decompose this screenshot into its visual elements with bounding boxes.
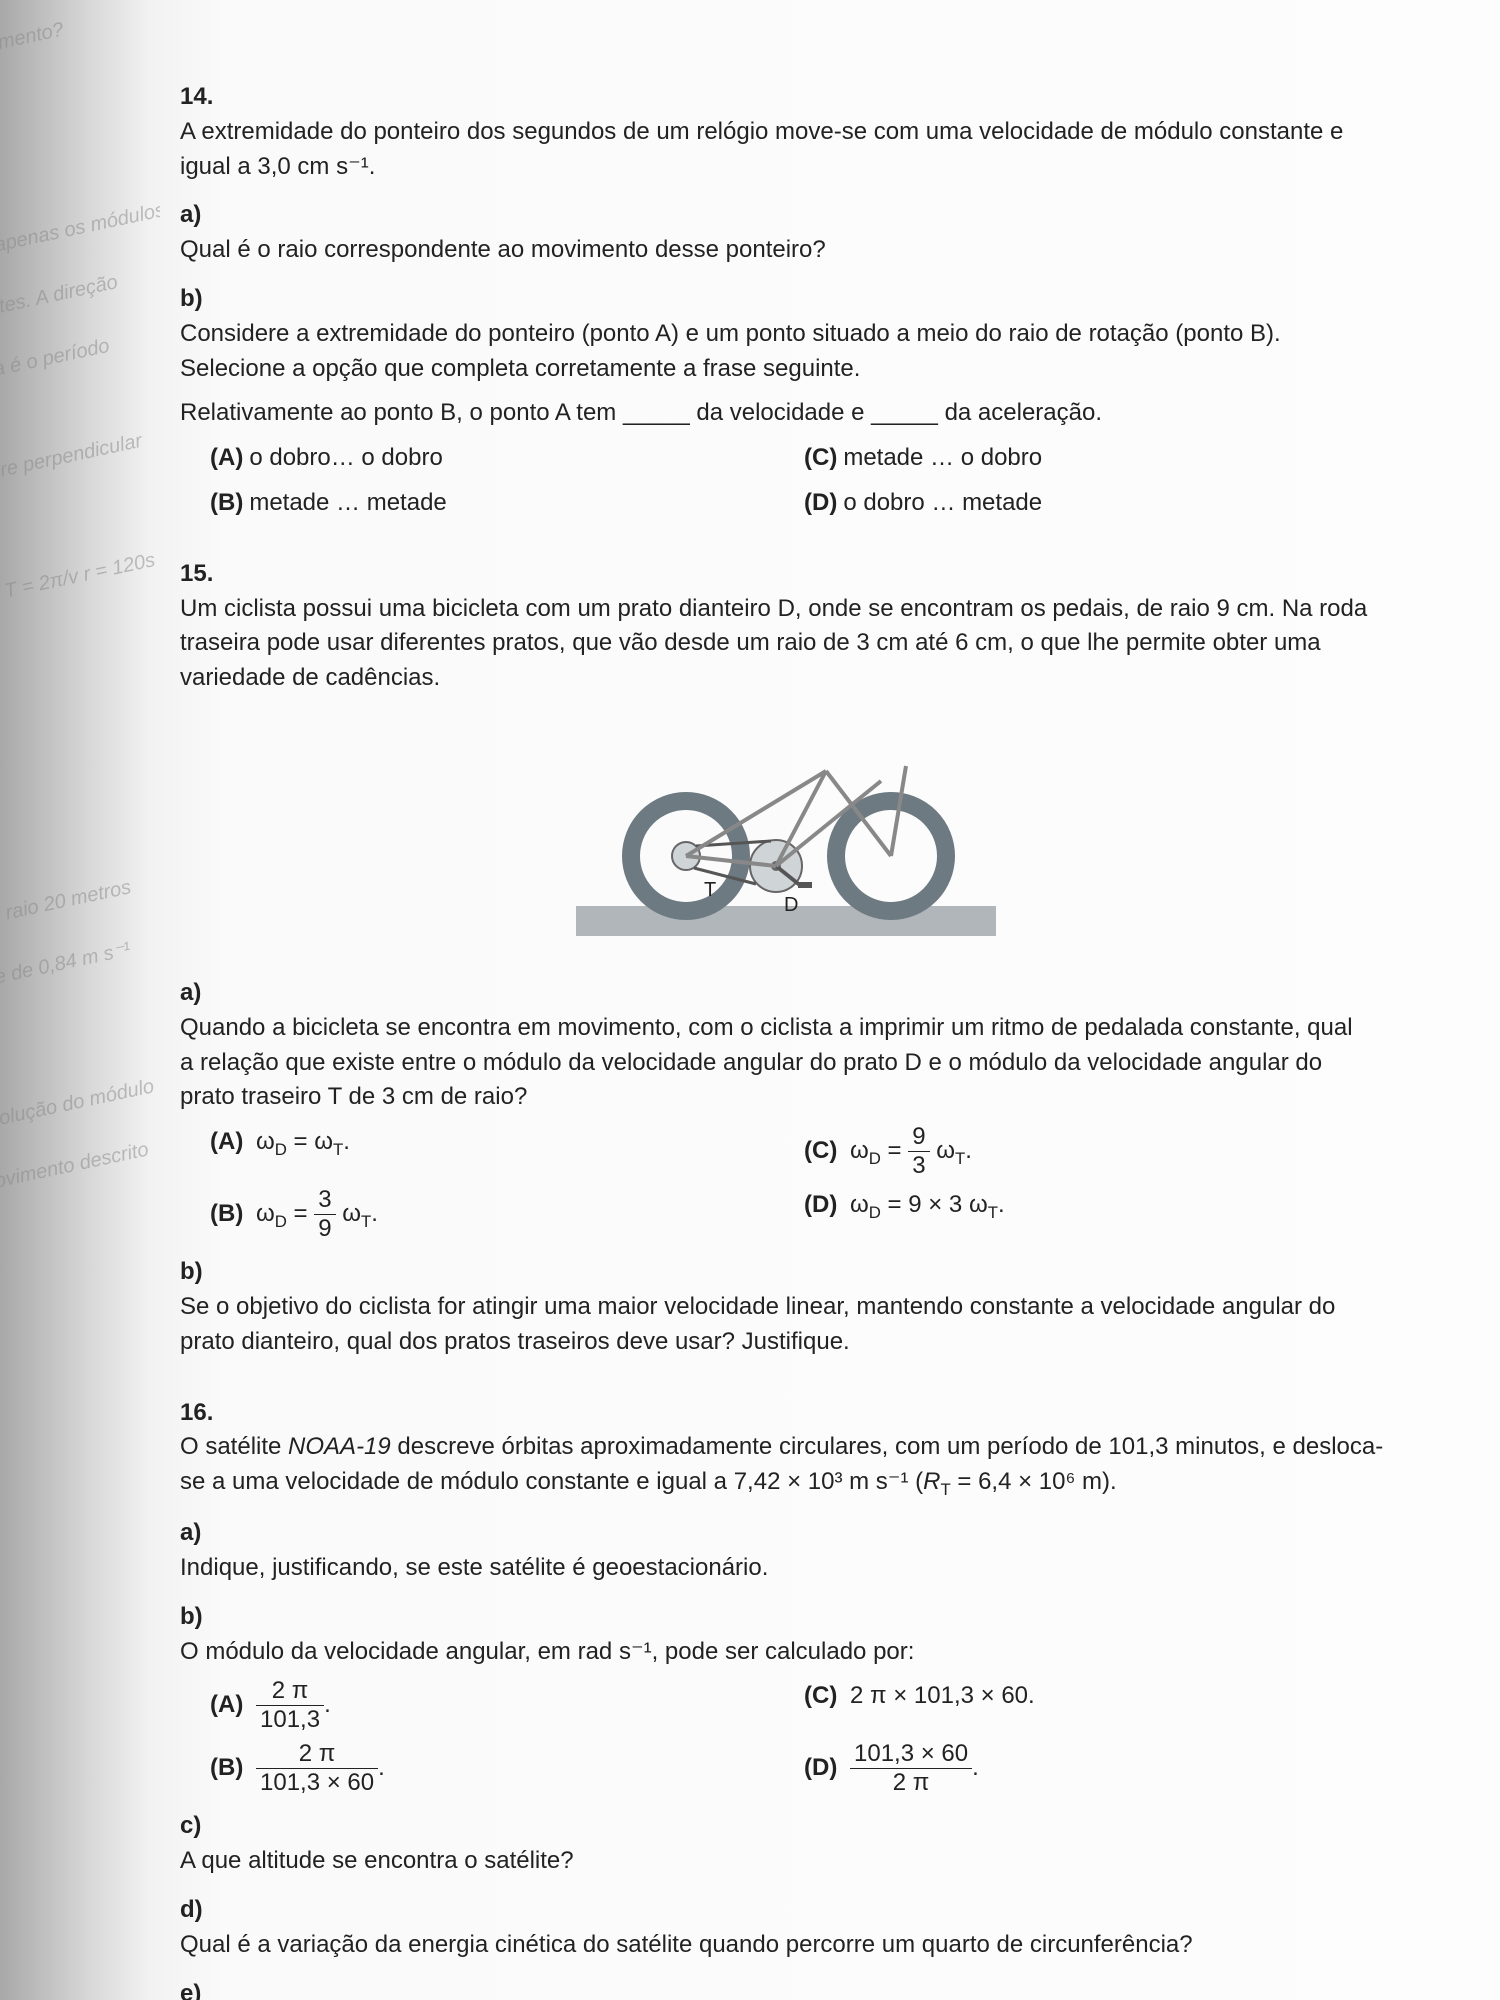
q16-d: d) Qual é a variação da energia cinética… xyxy=(180,1893,1392,1963)
q16-opt-A: (A) 2 π101,3. xyxy=(210,1679,764,1732)
question-15: 15. Um ciclista possui uma bicicleta com… xyxy=(180,557,1440,1360)
opt-text: o dobro … metade xyxy=(843,489,1042,516)
opt-label: (B) xyxy=(210,1200,243,1227)
q15-opt-C: (C) ωD = 93 ωT. xyxy=(804,1125,1358,1178)
q16-b: b) O módulo da velocidade angular, em ra… xyxy=(180,1600,1392,1796)
label-D: D xyxy=(784,894,798,916)
q16-a-label: a) xyxy=(180,1516,210,1551)
page-content: 14. A extremidade do ponteiro dos segund… xyxy=(180,80,1440,2000)
bleed-line: novimento? xyxy=(0,0,160,62)
q14-stem: A extremidade do ponteiro dos segundos d… xyxy=(180,118,1343,180)
fraction: 101,3 × 602 π xyxy=(850,1742,972,1795)
question-16: 16. O satélite NOAA-19 descreve órbitas … xyxy=(180,1396,1440,2000)
q15-opt-A: (A) ωD = ωT. xyxy=(210,1125,764,1178)
formula: ωD = ωT. xyxy=(256,1128,350,1155)
q15-b: b) Se o objetivo do ciclista for atingir… xyxy=(180,1255,1392,1359)
bleed-line: dade de 0,84 m s⁻¹ xyxy=(0,932,160,995)
opt-label: (B) xyxy=(210,489,243,516)
fraction: 2 π101,3 xyxy=(256,1679,324,1732)
q14-number: 14. xyxy=(180,80,224,115)
opt-label: (B) xyxy=(210,1754,243,1781)
opt-label: (D) xyxy=(804,1191,837,1218)
opt-text: o dobro… o dobro xyxy=(249,444,442,471)
opt-label: (C) xyxy=(804,444,837,471)
q16-opt-B: (B) 2 π101,3 × 60. xyxy=(210,1742,764,1795)
q16-a: a) Indique, justificando, se este satéli… xyxy=(180,1516,1392,1586)
pedal xyxy=(798,882,812,888)
q15-b-label: b) xyxy=(180,1255,210,1290)
q16-number: 16. xyxy=(180,1396,224,1431)
q15-body: Um ciclista possui uma bicicleta com um … xyxy=(180,592,1392,1360)
q15-a: a) Quando a bicicleta se encontra em mov… xyxy=(180,976,1392,1241)
q15-a-body: Quando a bicicleta se encontra em movime… xyxy=(180,1011,1358,1241)
q16-b-text: O módulo da velocidade angular, em rad s… xyxy=(180,1638,914,1665)
opt-text: metade … o dobro xyxy=(843,444,1042,471)
q16-c: c) A que altitude se encontra o satélite… xyxy=(180,1809,1392,1879)
q15-stem: Um ciclista possui uma bicicleta com um … xyxy=(180,595,1367,692)
q14-options: (A)o dobro… o dobro (C)metade … o dobro … xyxy=(210,441,1358,521)
q15-opt-D: (D) ωD = 9 × 3 ωT. xyxy=(804,1188,1358,1241)
bleed-line: e de raio 20 metros xyxy=(0,870,160,933)
formula: ωD = 93 ωT. xyxy=(850,1137,972,1164)
q14-a-text: Qual é o raio correspondente ao moviment… xyxy=(180,233,1358,268)
opt-label: (C) xyxy=(804,1137,837,1164)
bicycle-diagram: T D xyxy=(576,726,996,946)
q15-number: 15. xyxy=(180,557,224,592)
q14-opt-A: (A)o dobro… o dobro xyxy=(210,441,764,476)
bleed-line: empre perpendicular xyxy=(0,426,160,489)
q16-opt-C: (C) 2 π × 101,3 × 60. xyxy=(804,1679,1358,1732)
q14-b-text: Considere a extremidade do ponteiro (pon… xyxy=(180,320,1281,382)
textbook-page: novimento? ne, apenas os módulos stantes… xyxy=(0,0,1500,2000)
bleed-line: o movimento descrito xyxy=(0,1136,160,1199)
bleed-line: ne, apenas os módulos xyxy=(0,200,160,263)
q15-options: (A) ωD = ωT. (C) ωD = 93 ωT. xyxy=(210,1125,1358,1241)
opt-text: 2 π × 101,3 × 60. xyxy=(850,1682,1035,1709)
q15-a-text: Quando a bicicleta se encontra em movime… xyxy=(180,1014,1353,1111)
bleed-line: stantes. A direção xyxy=(0,262,160,325)
q16-stem: O satélite NOAA-19 descreve órbitas apro… xyxy=(180,1433,1383,1495)
q15-b-text: Se o objetivo do ciclista for atingir um… xyxy=(180,1290,1358,1360)
q14-b-phrase: Relativamente ao ponto B, o ponto A tem … xyxy=(180,396,1358,431)
formula: ωD = 9 × 3 ωT. xyxy=(850,1191,1005,1218)
formula: ωD = 39 ωT. xyxy=(256,1200,378,1227)
q16-d-label: d) xyxy=(180,1893,210,1928)
q16-b-body: O módulo da velocidade angular, em rad s… xyxy=(180,1635,1358,1796)
label-T: T xyxy=(704,879,716,901)
q15-a-label: a) xyxy=(180,976,210,1011)
q14-opt-C: (C)metade … o dobro xyxy=(804,441,1358,476)
q14-b: b) Considere a extremidade do ponteiro (… xyxy=(180,282,1392,521)
q16-c-label: c) xyxy=(180,1809,210,1844)
q16-e: e) Qual é o trabalho da resultante das f… xyxy=(180,1977,1392,2000)
opt-label: (D) xyxy=(804,489,837,516)
opt-label: (A) xyxy=(210,1128,243,1155)
q14-a: a) Qual é o raio correspondente ao movim… xyxy=(180,198,1392,268)
q16-b-label: b) xyxy=(180,1600,210,1635)
fraction: 2 π101,3 × 60 xyxy=(256,1742,378,1795)
q16-options: (A) 2 π101,3. (C) 2 π × 101,3 × 60. (B) … xyxy=(210,1679,1358,1795)
q14-opt-D: (D)o dobro … metade xyxy=(804,486,1358,521)
q16-c-text: A que altitude se encontra o satélite? xyxy=(180,1844,1358,1879)
left-page-bleed: novimento? ne, apenas os módulos stantes… xyxy=(0,0,160,2000)
bleed-line: logo T = 2π/v r = 120s xyxy=(0,548,160,611)
opt-label: (C) xyxy=(804,1682,837,1709)
bleed-line: oleta é o período xyxy=(0,324,160,387)
opt-label: (D) xyxy=(804,1754,837,1781)
q14-opt-B: (B)metade … metade xyxy=(210,486,764,521)
q16-a-text: Indique, justificando, se este satélite … xyxy=(180,1551,1358,1586)
q16-body: O satélite NOAA-19 descreve órbitas apro… xyxy=(180,1430,1392,2000)
question-14: 14. A extremidade do ponteiro dos segund… xyxy=(180,80,1440,521)
q16-d-text: Qual é a variação da energia cinética do… xyxy=(180,1928,1358,1963)
q14-body: A extremidade do ponteiro dos segundos d… xyxy=(180,115,1392,521)
opt-label: (A) xyxy=(210,444,243,471)
q15-opt-B: (B) ωD = 39 ωT. xyxy=(210,1188,764,1241)
q14-b-label: b) xyxy=(180,282,210,317)
opt-text: metade … metade xyxy=(249,489,446,516)
q14-a-label: a) xyxy=(180,198,210,233)
q16-e-label: e) xyxy=(180,1977,210,2000)
q16-opt-D: (D) 101,3 × 602 π. xyxy=(804,1742,1358,1795)
opt-label: (A) xyxy=(210,1691,243,1718)
bleed-line: a evolução do módulo xyxy=(0,1074,160,1137)
q14-b-body: Considere a extremidade do ponteiro (pon… xyxy=(180,317,1358,521)
